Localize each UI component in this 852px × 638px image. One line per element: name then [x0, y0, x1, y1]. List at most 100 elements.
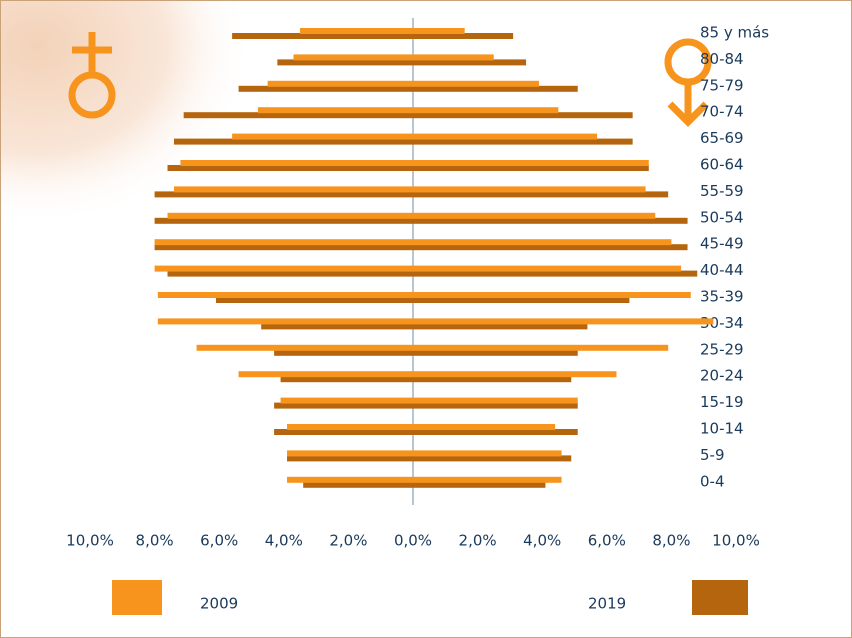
bar	[274, 402, 413, 409]
category-label: 60-64	[700, 156, 744, 174]
x-tick-label: 6,0%	[588, 532, 626, 550]
x-tick-label: 2,0%	[329, 532, 367, 550]
bar	[180, 160, 413, 166]
bar	[413, 270, 698, 277]
bar	[173, 138, 413, 145]
bar	[413, 318, 714, 325]
bar	[167, 212, 413, 219]
bar	[277, 59, 413, 66]
legend-swatch	[692, 580, 748, 615]
category-label: 5-9	[700, 446, 725, 464]
bar	[413, 85, 578, 92]
bar	[287, 455, 413, 462]
bar	[413, 481, 546, 488]
category-label: 55-59	[700, 182, 744, 200]
bar	[154, 265, 413, 272]
background-photo	[1, 1, 361, 301]
bar	[413, 476, 562, 483]
x-tick-label: 8,0%	[136, 532, 174, 550]
bar	[154, 191, 413, 198]
bar	[413, 244, 688, 251]
bar	[154, 239, 413, 246]
bar	[413, 455, 572, 462]
x-tick-label: 4,0%	[265, 532, 303, 550]
category-label: 65-69	[700, 129, 744, 147]
category-label: 35-39	[700, 288, 744, 306]
x-tick-label: 10,0%	[712, 532, 760, 550]
bar	[413, 265, 682, 272]
bar	[238, 371, 413, 378]
bar	[413, 371, 617, 378]
bar	[413, 323, 588, 330]
category-label: 40-44	[700, 261, 744, 279]
male-symbol	[68, 32, 116, 119]
bar	[274, 349, 413, 356]
bar	[413, 112, 633, 119]
bar	[413, 54, 494, 61]
x-tick-label: 2,0%	[459, 532, 497, 550]
female-symbol	[664, 38, 712, 127]
bar	[293, 54, 413, 61]
bar	[238, 85, 413, 92]
bar	[413, 402, 578, 409]
bar	[232, 33, 413, 39]
bar	[413, 80, 539, 87]
bar	[413, 59, 527, 66]
bar	[413, 33, 514, 39]
bar	[413, 160, 649, 166]
bar	[287, 476, 413, 483]
legend-label: 2009	[200, 595, 238, 613]
bar	[157, 292, 413, 298]
bar	[413, 217, 688, 224]
category-label: 45-49	[700, 235, 744, 253]
bar	[232, 133, 413, 140]
x-tick-label: 4,0%	[523, 532, 561, 550]
bar	[287, 450, 413, 457]
category-label: 80-84	[700, 50, 744, 68]
bar	[287, 424, 413, 430]
x-tick-label: 8,0%	[652, 532, 690, 550]
bar	[215, 297, 413, 303]
bar	[413, 349, 578, 356]
category-label: 10-14	[700, 420, 744, 438]
bar	[413, 424, 556, 430]
bar	[413, 133, 598, 140]
bar	[280, 376, 413, 383]
bar	[413, 28, 465, 34]
x-tick-label: 6,0%	[200, 532, 238, 550]
bar	[257, 107, 413, 114]
bar	[413, 191, 669, 198]
bar	[413, 165, 649, 171]
category-label: 85 y más	[700, 24, 769, 42]
bar	[303, 481, 413, 488]
legend-swatch	[112, 580, 162, 615]
bar	[413, 344, 669, 351]
category-label: 50-54	[700, 208, 744, 226]
category-label: 15-19	[700, 393, 744, 411]
category-label: 70-74	[700, 103, 744, 121]
bar	[413, 212, 656, 219]
category-label: 0-4	[700, 472, 725, 490]
bar	[413, 292, 691, 298]
legend-label: 2019	[588, 595, 626, 613]
bar	[196, 344, 413, 351]
category-label: 75-79	[700, 76, 744, 94]
category-label: 25-29	[700, 340, 744, 358]
x-tick-label: 10,0%	[66, 532, 114, 550]
bar	[413, 429, 578, 435]
category-label: 20-24	[700, 367, 744, 385]
bar	[413, 297, 630, 303]
bar	[261, 323, 413, 330]
bar	[413, 397, 578, 404]
bar	[183, 112, 413, 119]
bar	[173, 186, 413, 193]
bar	[154, 217, 413, 224]
bar	[274, 429, 413, 435]
bar	[413, 239, 672, 246]
bar	[413, 186, 646, 193]
bar	[280, 397, 413, 404]
bar	[167, 270, 413, 277]
x-tick-label: 0,0%	[394, 532, 432, 550]
bar	[413, 450, 562, 457]
